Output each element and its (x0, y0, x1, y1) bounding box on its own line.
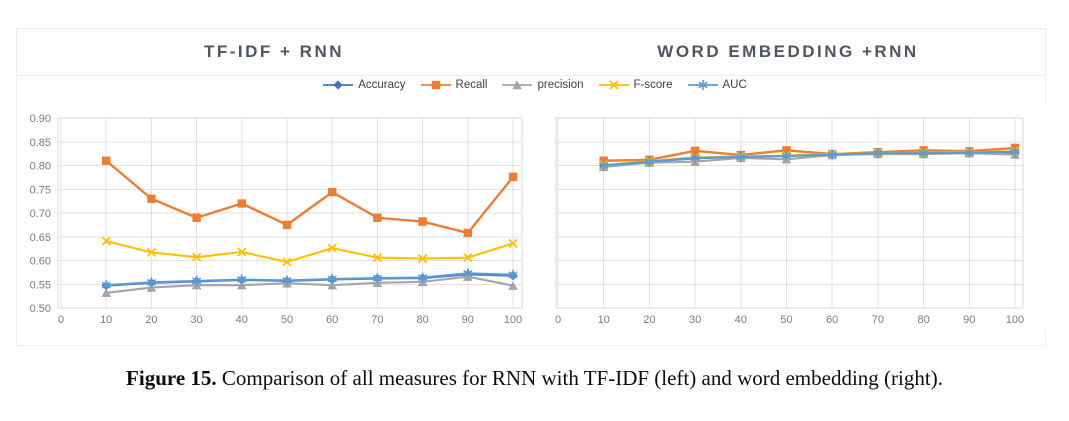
svg-text:0.55: 0.55 (30, 279, 51, 291)
legend-label: precision (537, 79, 584, 91)
series-auc (599, 146, 1020, 171)
svg-text:0.90: 0.90 (30, 113, 51, 125)
svg-text:0.80: 0.80 (30, 161, 51, 173)
asterisk-marker-icon (687, 80, 718, 90)
svg-text:0.85: 0.85 (30, 137, 51, 149)
svg-text:50: 50 (780, 314, 792, 326)
plot-border (57, 117, 523, 309)
legend-item-recall: Recall (420, 79, 488, 91)
chart-title-word-embedding-rnn: WORD EMBEDDING +RNN (657, 42, 919, 61)
legend-item-auc: AUC (687, 79, 747, 91)
svg-text:70: 70 (872, 314, 884, 326)
svg-text:100: 100 (1006, 314, 1024, 326)
legend-item-f-score: F-score (598, 79, 673, 91)
svg-text:0: 0 (58, 314, 64, 326)
series-auc (101, 268, 518, 291)
figure-caption-text: Comparison of all measures for RNN with … (221, 366, 943, 390)
svg-text:70: 70 (371, 314, 383, 326)
legend-label: AUC (722, 79, 747, 91)
figure-caption-label: Figure 15. (126, 366, 217, 390)
legend-item-precision: precision (501, 79, 584, 91)
chart-title-tfidf-rnn: TF-IDF + RNN (203, 42, 345, 61)
svg-text:20: 20 (643, 314, 655, 326)
figure-caption: Figure 15. Comparison of all measures fo… (0, 366, 1069, 391)
svg-text:40: 40 (735, 314, 747, 326)
diamond-marker-icon (323, 80, 354, 90)
square-marker-icon (420, 80, 451, 90)
svg-text:0.60: 0.60 (30, 256, 51, 268)
svg-text:50: 50 (281, 314, 293, 326)
axis-tick-labels: 0 10 20 30 40 50 60 70 80 90 100 (555, 314, 1024, 326)
svg-text:10: 10 (598, 314, 610, 326)
legend-label: Accuracy (358, 79, 406, 91)
svg-text:60: 60 (326, 314, 338, 326)
svg-text:0.50: 0.50 (30, 303, 51, 315)
svg-text:40: 40 (236, 314, 248, 326)
legend-label: F-score (633, 79, 673, 91)
word-embedding-rnn-chart: 0 10 20 30 40 50 60 70 80 90 100 (540, 104, 1048, 330)
svg-text:60: 60 (826, 314, 838, 326)
svg-text:0: 0 (555, 314, 561, 326)
triangle-marker-icon (502, 80, 533, 90)
svg-text:0.75: 0.75 (30, 184, 51, 196)
svg-text:0.70: 0.70 (30, 208, 51, 220)
svg-text:90: 90 (963, 314, 975, 326)
svg-text:90: 90 (462, 314, 474, 326)
svg-text:100: 100 (504, 314, 522, 326)
svg-text:30: 30 (689, 314, 701, 326)
legend-item-accuracy: Accuracy (322, 79, 406, 91)
legend: Accuracy Recall precision F-score AUC (0, 79, 1069, 91)
chart-titles-strip: TF-IDF + RNN WORD EMBEDDING +RNN (16, 28, 1046, 76)
svg-text:0.65: 0.65 (30, 232, 51, 244)
svg-text:20: 20 (145, 314, 157, 326)
legend-label: Recall (455, 79, 488, 91)
title-cell-left: TF-IDF + RNN (17, 29, 531, 75)
series-recall (102, 156, 518, 238)
tfidf-rnn-chart: 0.50 0.55 0.60 0.65 0.70 0.75 0.80 0.85 0.90 0 10 2… (18, 104, 533, 330)
svg-text:80: 80 (917, 314, 929, 326)
x-marker-icon (598, 80, 629, 90)
svg-text:10: 10 (100, 314, 112, 326)
svg-text:30: 30 (190, 314, 202, 326)
plot-border (555, 117, 1024, 309)
title-cell-right: WORD EMBEDDING +RNN (531, 29, 1045, 75)
svg-text:80: 80 (416, 314, 428, 326)
series-f-score (101, 236, 518, 267)
axis-tick-labels: 0.50 0.55 0.60 0.65 0.70 0.75 0.80 0.85 0.90 0 10 2… (30, 113, 523, 326)
